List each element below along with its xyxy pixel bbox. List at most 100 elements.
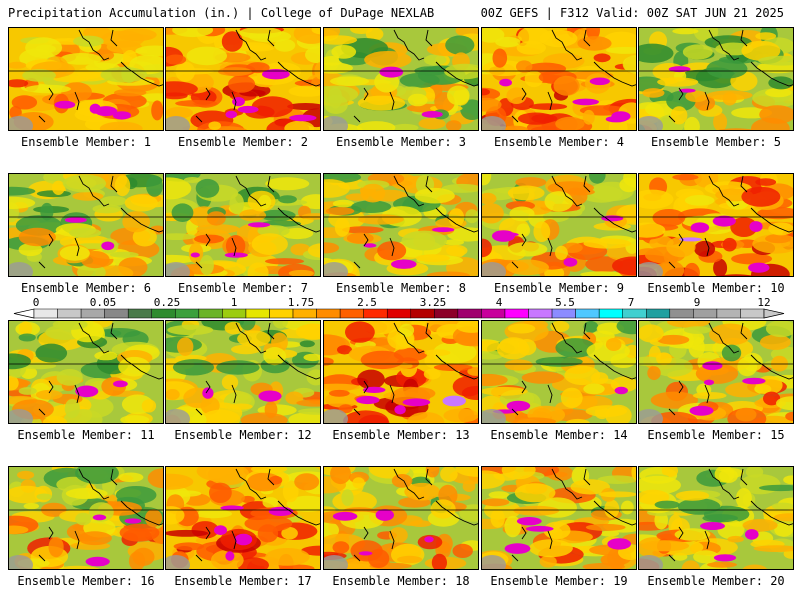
ensemble-member-map: [8, 466, 164, 570]
member-number: 13: [455, 428, 470, 442]
precipitation-field: [166, 174, 320, 276]
colorbar-swatch: [339, 308, 364, 319]
ensemble-member-map: [165, 466, 321, 570]
colorbar-tick-label: 7: [628, 296, 635, 309]
precipitation-field: [166, 467, 320, 569]
colorbar-swatch: [457, 308, 482, 319]
member-number: 7: [300, 281, 309, 295]
precipitation-field: [9, 28, 163, 130]
precipitation-field: [324, 321, 478, 423]
colorbar-tick-label: 2.5: [357, 296, 377, 309]
ensemble-member-label: Ensemble Member: 5: [637, 135, 795, 149]
colorbar-swatch: [528, 308, 553, 319]
member-label-prefix: Ensemble Member:: [493, 281, 617, 295]
colorbar-swatch: [410, 308, 435, 319]
ensemble-member-map: [481, 320, 637, 424]
member-label-prefix: Ensemble Member:: [647, 574, 771, 588]
colorbar-swatch: [646, 308, 671, 319]
ensemble-member-label: Ensemble Member: 18: [322, 574, 480, 588]
colorbar-swatch: [245, 308, 270, 319]
member-number: 2: [300, 135, 309, 149]
member-label-prefix: Ensemble Member:: [332, 574, 456, 588]
precipitation-field: [482, 321, 636, 423]
member-number: 12: [297, 428, 312, 442]
member-label-prefix: Ensemble Member:: [177, 281, 301, 295]
colorbar-swatch: [33, 308, 58, 319]
precipitation-field: [324, 174, 478, 276]
colorbar-swatch: [104, 308, 129, 319]
precipitation-field: [482, 28, 636, 130]
chart-title: Precipitation Accumulation (in.) | Colle…: [8, 6, 435, 20]
colorbar-swatch: [269, 308, 294, 319]
member-label-prefix: Ensemble Member:: [493, 135, 617, 149]
colorbar-swatch: [316, 308, 341, 319]
colorbar-tick-label: 0.25: [154, 296, 181, 309]
colorbar-swatch: [716, 308, 741, 319]
member-number: 20: [770, 574, 785, 588]
ensemble-member-label: Ensemble Member: 2: [164, 135, 322, 149]
member-number: 8: [458, 281, 467, 295]
colorbar-min-arrow: [13, 308, 35, 319]
ensemble-member-map: [8, 27, 164, 131]
member-label-prefix: Ensemble Member:: [647, 281, 771, 295]
colorbar-tick-label: 9: [694, 296, 701, 309]
ensemble-member-label: Ensemble Member: 16: [7, 574, 165, 588]
member-label-prefix: Ensemble Member:: [490, 574, 614, 588]
colorbar-swatch: [551, 308, 576, 319]
precipitation-field: [324, 467, 478, 569]
member-number: 4: [616, 135, 625, 149]
model-run-info: 00Z GEFS | F312 Valid: 00Z SAT JUN 21 20…: [480, 6, 784, 20]
member-number: 10: [770, 281, 785, 295]
ensemble-member-map: [165, 320, 321, 424]
ensemble-member-map: [165, 27, 321, 131]
colorbar-swatch: [57, 308, 82, 319]
member-label-prefix: Ensemble Member:: [647, 428, 771, 442]
colorbar-swatch: [504, 308, 529, 319]
member-number: 11: [140, 428, 155, 442]
ensemble-member-map: [481, 173, 637, 277]
ensemble-member-map: [638, 173, 794, 277]
colorbar-swatch: [622, 308, 647, 319]
colorbar-tick-label: 12: [757, 296, 770, 309]
member-number: 3: [458, 135, 467, 149]
colorbar-swatch: [434, 308, 459, 319]
member-number: 15: [770, 428, 785, 442]
precipitation-field: [9, 467, 163, 569]
colorbar-swatch: [669, 308, 694, 319]
colorbar-tick-label: 3.25: [420, 296, 447, 309]
ensemble-member-map: [323, 466, 479, 570]
colorbar-swatch: [80, 308, 105, 319]
colorbar-swatch: [481, 308, 506, 319]
ensemble-member-label: Ensemble Member: 9: [480, 281, 638, 295]
member-label-prefix: Ensemble Member:: [174, 574, 298, 588]
ensemble-member-label: Ensemble Member: 4: [480, 135, 638, 149]
ensemble-member-map: [638, 27, 794, 131]
ensemble-member-map: [638, 466, 794, 570]
member-number: 1: [143, 135, 152, 149]
ensemble-member-label: Ensemble Member: 11: [7, 428, 165, 442]
precipitation-field: [166, 28, 320, 130]
ensemble-member-label: Ensemble Member: 17: [164, 574, 322, 588]
precipitation-field: [9, 321, 163, 423]
colorbar-swatch: [292, 308, 317, 319]
ensemble-member-map: [638, 320, 794, 424]
member-label-prefix: Ensemble Member:: [20, 135, 144, 149]
ensemble-member-map: [8, 173, 164, 277]
ensemble-member-label: Ensemble Member: 15: [637, 428, 795, 442]
member-label-prefix: Ensemble Member:: [17, 428, 141, 442]
precipitation-field: [324, 28, 478, 130]
ensemble-member-map: [323, 173, 479, 277]
precipitation-field: [639, 28, 793, 130]
ensemble-member-label: Ensemble Member: 7: [164, 281, 322, 295]
member-number: 18: [455, 574, 470, 588]
colorbar-swatch: [575, 308, 600, 319]
member-label-prefix: Ensemble Member:: [335, 281, 459, 295]
ensemble-member-label: Ensemble Member: 13: [322, 428, 480, 442]
precipitation-field: [166, 321, 320, 423]
ensemble-member-label: Ensemble Member: 8: [322, 281, 480, 295]
ensemble-member-map: [323, 27, 479, 131]
colorbar-swatch: [598, 308, 623, 319]
member-number: 19: [613, 574, 628, 588]
member-label-prefix: Ensemble Member:: [335, 135, 459, 149]
ensemble-member-label: Ensemble Member: 14: [480, 428, 638, 442]
